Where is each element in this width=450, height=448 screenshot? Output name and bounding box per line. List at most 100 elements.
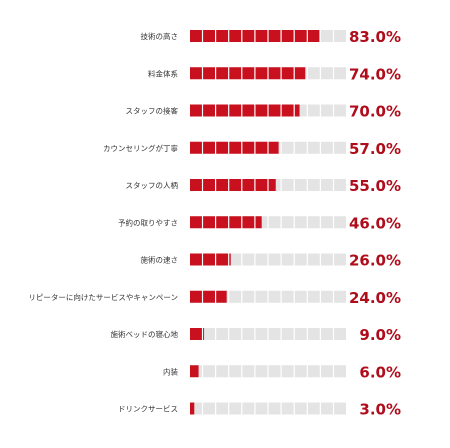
bar-segment-empty (321, 141, 333, 154)
bar-segment-empty (268, 216, 281, 229)
bar-segment-filled (190, 290, 202, 303)
category-label: スタッフの接客 (126, 106, 179, 116)
bar-segment-filled (190, 253, 202, 266)
bar-segment-filled (203, 216, 215, 229)
category-label: リピーターに向けたサービスやキャンペーン (28, 292, 178, 302)
bar-segment-filled (216, 104, 229, 117)
bar-segment-empty (307, 365, 320, 378)
bar-segment-empty (255, 365, 268, 378)
bar-segment-empty (321, 253, 333, 266)
bar-segment-empty (229, 290, 242, 303)
bar-segment-empty (334, 290, 346, 303)
bar-segment-filled (255, 141, 268, 154)
bar-segment-filled (190, 365, 199, 378)
bar-segment-filled (216, 290, 227, 303)
bar-segment-empty (321, 328, 333, 340)
bar-segment-empty (281, 365, 294, 378)
bar-segment-filled (229, 253, 231, 266)
category-label: 料金体系 (148, 68, 178, 78)
value-label: 57.0% (349, 140, 401, 158)
bar-segment-filled (281, 30, 294, 42)
value-label: 55.0% (349, 177, 401, 195)
bar-segment-empty (307, 402, 320, 415)
bar-segment-empty (216, 365, 229, 378)
bar-segment-empty (334, 67, 346, 80)
bar-segment-empty (307, 253, 320, 266)
value-label: 83.0% (349, 28, 401, 46)
bar-segment-filled (216, 67, 229, 80)
bar-segment-empty (229, 328, 242, 340)
bar-segment-empty (281, 402, 294, 415)
bar-segment-filled (203, 30, 215, 42)
bar-row: 技術の高さ 83.0% (141, 28, 402, 46)
bar-segment-empty (268, 290, 281, 303)
bar-segment-empty (203, 365, 215, 378)
bar-segment-empty (294, 402, 307, 415)
bar-segment-empty (281, 328, 294, 340)
bar-row: 予約の取りやすさ 46.0% (118, 214, 401, 232)
bar-segment-empty (294, 290, 307, 303)
bar-segment-empty (268, 365, 281, 378)
bar-segment-filled (268, 67, 281, 80)
bar-segment-filled (268, 104, 281, 117)
bar-segment-empty (216, 402, 229, 415)
bar-segment-empty (307, 179, 320, 191)
bar-segment-empty (268, 328, 281, 340)
bar-segment-empty (229, 253, 242, 266)
bar-segment-filled (294, 104, 300, 117)
bar-segment-empty (281, 141, 294, 154)
bar-segment-filled (268, 179, 276, 191)
bar-segment-filled (190, 67, 202, 80)
bar-segment-filled (294, 30, 307, 42)
bar-segment-empty (255, 402, 268, 415)
bar-segment-filled (190, 30, 202, 42)
bar-segment-empty (307, 141, 320, 154)
category-label: カウンセリングが丁寧 (103, 143, 178, 153)
bar-segment-filled (216, 179, 229, 191)
value-label: 74.0% (349, 65, 401, 83)
bar-segment-empty (203, 328, 215, 340)
bar-row: ドリンクサービス 3.0% (118, 401, 401, 419)
bar-segment-filled (203, 67, 215, 80)
bar-segment-filled (203, 328, 205, 340)
category-label: 内装 (163, 366, 178, 376)
bar-segment-empty (321, 216, 333, 229)
bar-segment-empty (334, 104, 346, 117)
bar-segment-empty (334, 141, 346, 154)
bar-segment-empty (229, 402, 242, 415)
bar-segment-empty (255, 290, 268, 303)
bar-segment-empty (242, 365, 255, 378)
category-label: 施術の速さ (141, 255, 179, 265)
bar-segment-filled (190, 402, 195, 415)
bar-segment-empty (242, 290, 255, 303)
category-label: 予約の取りやすさ (118, 217, 178, 227)
bar-segment-filled (203, 179, 215, 191)
value-label: 9.0% (359, 326, 401, 344)
value-label: 70.0% (349, 103, 401, 121)
bar-segment-filled (268, 141, 279, 154)
bar-segment-filled (294, 67, 306, 80)
bar-segment-empty (334, 365, 346, 378)
bar-row: 内装 6.0% (163, 363, 401, 381)
bar-segment-empty (307, 67, 320, 80)
bar-segment-filled (242, 141, 255, 154)
bar-segment-filled (216, 253, 229, 266)
bar-segment-empty (281, 253, 294, 266)
value-label: 46.0% (349, 214, 401, 232)
bar-segment-filled (216, 216, 229, 229)
bar-segment-empty (281, 216, 294, 229)
bar-segment-filled (255, 104, 268, 117)
bar-segment-filled (203, 253, 215, 266)
category-label: 技術の高さ (141, 31, 179, 41)
value-label: 26.0% (349, 252, 401, 270)
bar-segment-empty (334, 30, 346, 42)
bar-segment-empty (242, 253, 255, 266)
bar-segment-empty (255, 328, 268, 340)
bar-segment-empty (190, 402, 202, 415)
bar-row: 施術の速さ 26.0% (141, 252, 402, 270)
bar-segment-empty (203, 402, 215, 415)
bar-segment-filled (307, 30, 320, 42)
bar-segment-filled (229, 67, 242, 80)
category-label: ドリンクサービス (118, 405, 178, 414)
